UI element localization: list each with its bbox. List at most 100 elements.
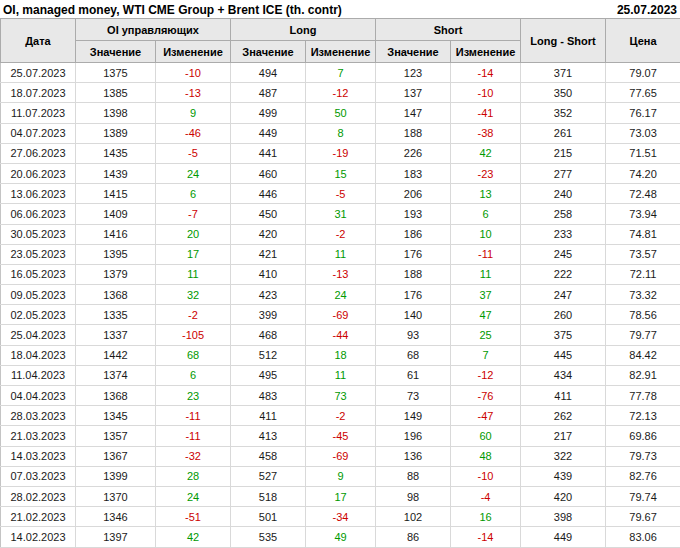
- cell-long-value: 487: [231, 83, 306, 103]
- cell-short-value: 206: [376, 184, 451, 204]
- subheader-long-change: Изменение: [306, 41, 376, 63]
- cell-oi-value: 1409: [76, 204, 156, 224]
- cell-long-change: -69: [306, 446, 376, 466]
- cell-short-value: 176: [376, 285, 451, 305]
- cell-short-change: -23: [451, 163, 521, 183]
- cell-short-value: 88: [376, 466, 451, 486]
- cell-short-value: 149: [376, 406, 451, 426]
- cell-date: 25.07.2023: [1, 63, 76, 83]
- table-row: 23.05.2023 1395 17 421 11 176 -11 245 73…: [1, 244, 680, 264]
- subheader-short-value: Значение: [376, 41, 451, 63]
- cell-long-short: 245: [521, 244, 606, 264]
- cell-short-value: 193: [376, 204, 451, 224]
- cell-long-change: 9: [306, 466, 376, 486]
- table-row: 28.02.2023 1370 24 518 17 98 -4 420 79.7…: [1, 486, 680, 506]
- cell-date: 21.03.2023: [1, 426, 76, 446]
- cell-oi-change: 32: [156, 285, 231, 305]
- cell-long-value: 450: [231, 204, 306, 224]
- cell-long-change: 24: [306, 285, 376, 305]
- cell-short-value: 140: [376, 305, 451, 325]
- cell-short-change: -14: [451, 63, 521, 83]
- cell-long-change: -12: [306, 83, 376, 103]
- cell-short-value: 68: [376, 345, 451, 365]
- cell-price: 72.13: [606, 406, 680, 426]
- cell-short-change: 10: [451, 224, 521, 244]
- cell-long-change: 11: [306, 244, 376, 264]
- cell-long-short: 262: [521, 406, 606, 426]
- cell-long-short: 247: [521, 285, 606, 305]
- title-bar: OI, managed money, WTI CME Group + Brent…: [0, 0, 680, 18]
- cell-short-value: 73: [376, 386, 451, 406]
- table-row: 28.03.2023 1345 -11 411 -2 149 -47 262 7…: [1, 406, 680, 426]
- cell-short-value: 102: [376, 507, 451, 527]
- cell-oi-value: 1357: [76, 426, 156, 446]
- cell-oi-value: 1389: [76, 123, 156, 143]
- cell-oi-value: 1385: [76, 83, 156, 103]
- table-row: 07.03.2023 1399 28 527 9 88 -10 439 82.7…: [1, 466, 680, 486]
- report-title: OI, managed money, WTI CME Group + Brent…: [3, 3, 342, 17]
- cell-long-short: 277: [521, 163, 606, 183]
- cell-oi-change: 28: [156, 466, 231, 486]
- cell-price: 84.42: [606, 345, 680, 365]
- cell-price: 79.74: [606, 486, 680, 506]
- cell-long-short: 240: [521, 184, 606, 204]
- cell-long-short: 371: [521, 63, 606, 83]
- cell-short-change: -14: [451, 527, 521, 547]
- cell-date: 11.04.2023: [1, 365, 76, 385]
- cell-oi-value: 1346: [76, 507, 156, 527]
- cell-short-change: 16: [451, 507, 521, 527]
- table-row: 18.07.2023 1385 -13 487 -12 137 -10 350 …: [1, 83, 680, 103]
- cell-price: 73.57: [606, 244, 680, 264]
- table-row: 16.05.2023 1379 11 410 -13 188 11 222 72…: [1, 264, 680, 284]
- cell-price: 73.94: [606, 204, 680, 224]
- cell-long-value: 460: [231, 163, 306, 183]
- cell-oi-value: 1435: [76, 143, 156, 163]
- cell-oi-value: 1345: [76, 406, 156, 426]
- cell-long-short: 350: [521, 83, 606, 103]
- cell-short-value: 226: [376, 143, 451, 163]
- cell-long-change: 11: [306, 365, 376, 385]
- cell-oi-change: 42: [156, 527, 231, 547]
- cell-long-change: -2: [306, 224, 376, 244]
- table-row: 30.05.2023 1416 20 420 -2 186 10 233 74.…: [1, 224, 680, 244]
- table-row: 11.04.2023 1374 6 495 11 61 -12 434 82.9…: [1, 365, 680, 385]
- table-row: 20.06.2023 1439 24 460 15 183 -23 277 74…: [1, 163, 680, 183]
- cell-oi-value: 1399: [76, 466, 156, 486]
- cell-date: 04.07.2023: [1, 123, 76, 143]
- cell-price: 79.07: [606, 63, 680, 83]
- subheader-oi-value: Значение: [76, 41, 156, 63]
- col-group-oi: OI управляющих: [76, 19, 231, 41]
- cell-short-change: 48: [451, 446, 521, 466]
- cell-price: 78.56: [606, 305, 680, 325]
- cell-oi-change: 6: [156, 365, 231, 385]
- cell-short-change: 37: [451, 285, 521, 305]
- cell-short-change: 47: [451, 305, 521, 325]
- cell-short-value: 123: [376, 63, 451, 83]
- cell-short-value: 136: [376, 446, 451, 466]
- cell-oi-value: 1368: [76, 386, 156, 406]
- cell-oi-value: 1397: [76, 527, 156, 547]
- cell-date: 27.06.2023: [1, 143, 76, 163]
- cell-date: 02.05.2023: [1, 305, 76, 325]
- cell-oi-value: 1374: [76, 365, 156, 385]
- cell-long-value: 446: [231, 184, 306, 204]
- cell-long-short: 260: [521, 305, 606, 325]
- cell-short-change: -10: [451, 83, 521, 103]
- cell-price: 73.32: [606, 285, 680, 305]
- cell-long-change: 18: [306, 345, 376, 365]
- cell-long-value: 421: [231, 244, 306, 264]
- cell-oi-change: -51: [156, 507, 231, 527]
- cell-long-change: -44: [306, 325, 376, 345]
- col-group-long: Long: [231, 19, 376, 41]
- table-row: 21.03.2023 1357 -11 413 -45 196 60 217 6…: [1, 426, 680, 446]
- cell-oi-value: 1367: [76, 446, 156, 466]
- cell-short-value: 188: [376, 123, 451, 143]
- cell-oi-change: -11: [156, 406, 231, 426]
- cell-short-change: 42: [451, 143, 521, 163]
- table-header: Дата OI управляющих Long Short Long - Sh…: [1, 19, 680, 63]
- cell-long-change: 50: [306, 103, 376, 123]
- cell-long-change: -34: [306, 507, 376, 527]
- table-row: 18.04.2023 1442 68 512 18 68 7 445 84.42: [1, 345, 680, 365]
- cell-price: 74.81: [606, 224, 680, 244]
- col-header-price: Цена: [606, 19, 680, 63]
